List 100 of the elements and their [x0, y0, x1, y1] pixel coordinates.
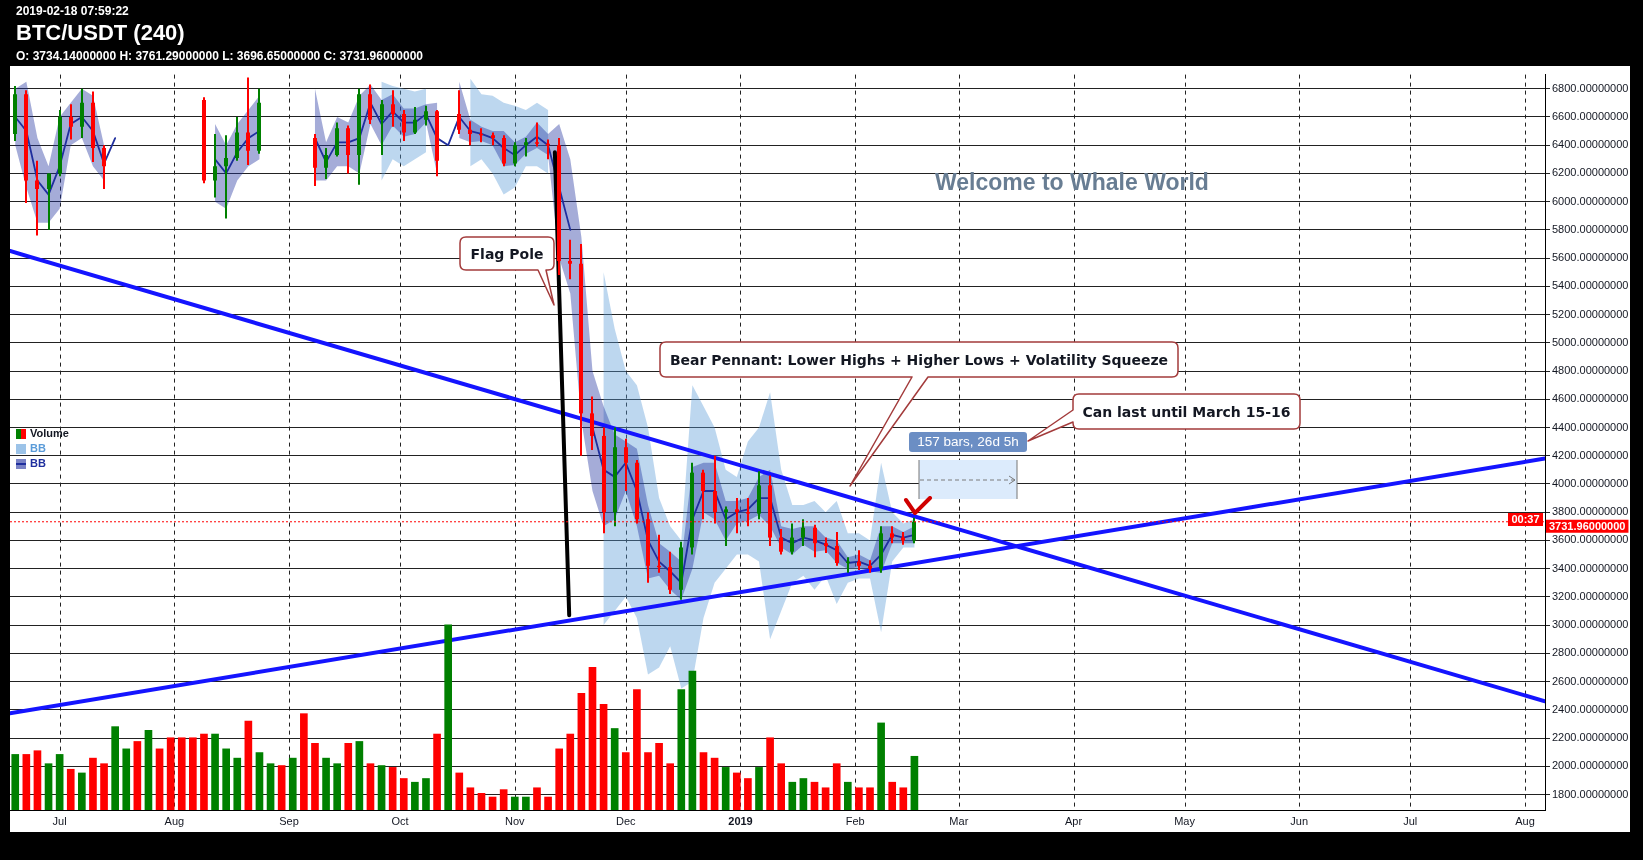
bar [100, 763, 108, 810]
y-tick-label: 6200.00000000 [1552, 166, 1629, 179]
bar [300, 713, 308, 810]
bar [677, 689, 686, 810]
bar [788, 781, 797, 810]
bar [33, 750, 42, 810]
bar [89, 757, 97, 810]
bar [78, 772, 86, 810]
bar [366, 763, 375, 810]
bar [466, 787, 475, 810]
bar [633, 689, 641, 810]
bar [688, 670, 697, 810]
bar [433, 733, 441, 810]
bar [910, 755, 919, 810]
x-tick-label: Mar [949, 814, 969, 827]
y-tick-label: 5400.00000000 [1552, 279, 1629, 292]
x-tick-label: Jul [1403, 814, 1418, 827]
bar [877, 722, 885, 810]
bar [189, 737, 197, 810]
y-tick-label: 4400.00000000 [1552, 420, 1629, 433]
bar [499, 789, 508, 810]
annotation: 00:37 [1511, 513, 1540, 525]
bar [311, 742, 319, 810]
bar [222, 748, 230, 810]
y-tick-label: 3200.00000000 [1552, 589, 1629, 602]
y-tick-label: 5000.00000000 [1552, 335, 1629, 348]
y-tick-label: 2000.00000000 [1552, 759, 1629, 772]
y-tick-label: 1800.00000000 [1552, 787, 1629, 800]
bar [377, 765, 386, 810]
y-tick-label: 3000.00000000 [1552, 618, 1629, 631]
x-tick-label: Sep [279, 814, 299, 827]
bar [710, 757, 719, 810]
y-tick-label: 3600.00000000 [1552, 533, 1629, 546]
text: 2019-02-18 07:59:22 [16, 4, 129, 18]
bar [111, 726, 119, 810]
bar [355, 741, 364, 810]
annotation: Flag Pole [470, 245, 544, 262]
bar [732, 772, 741, 810]
bar [277, 765, 286, 810]
bar [588, 667, 597, 810]
y-tick-label: 5600.00000000 [1552, 251, 1629, 264]
y-tick-label: 2600.00000000 [1552, 674, 1629, 687]
chart-title: BTC/USDT (240) [16, 20, 185, 46]
bar [200, 733, 208, 810]
candlestick [724, 506, 728, 547]
bar [322, 757, 330, 810]
y-tick-label: 6000.00000000 [1552, 194, 1629, 207]
x-tick-label: 2019 [728, 814, 753, 827]
y-tick-label: 4200.00000000 [1552, 448, 1629, 461]
candlestick [535, 122, 539, 147]
bar [266, 763, 275, 810]
y-tick-label: 6600.00000000 [1552, 109, 1629, 122]
bar [744, 778, 752, 810]
bar [477, 793, 486, 810]
candlestick [224, 135, 228, 219]
bar [122, 748, 131, 810]
bar [44, 763, 53, 810]
bar [599, 704, 608, 810]
bar [522, 796, 530, 810]
annotation: Can last until March 15-16 [1082, 403, 1291, 420]
y-tick-label: 6400.00000000 [1552, 138, 1629, 151]
bar [843, 781, 852, 810]
bar [255, 752, 264, 810]
bar [177, 737, 186, 810]
bar [333, 763, 341, 810]
annotation: 157 bars, 26d 5h [917, 434, 1019, 450]
y-tick-label: 4000.00000000 [1552, 476, 1629, 489]
y-tick-label: 2400.00000000 [1552, 702, 1629, 715]
candlestick [568, 239, 572, 280]
x-tick-label: May [1174, 814, 1196, 827]
bar [133, 741, 142, 810]
bar [55, 754, 64, 810]
bar [755, 767, 763, 810]
y-tick-label: 4600.00000000 [1552, 392, 1629, 405]
bar [411, 781, 419, 810]
bar [766, 737, 774, 810]
text: BB [30, 456, 46, 469]
bar [144, 730, 153, 810]
annotation: Bear Pennant: Lower Highs + Higher Lows + Volatility Squeeze [669, 351, 1169, 368]
y-tick-label: 2200.00000000 [1552, 731, 1629, 744]
x-tick-label: Aug [164, 814, 185, 827]
bar [821, 787, 830, 810]
bar [455, 772, 464, 810]
x-tick-label: Oct [391, 814, 409, 827]
bar [288, 757, 297, 810]
bar [11, 754, 20, 810]
y-tick-label: 5200.00000000 [1552, 307, 1629, 320]
y-tick-label: 6800.00000000 [1552, 81, 1629, 94]
x-tick-label: Jun [1290, 814, 1309, 827]
x-tick-label: Jul [52, 814, 67, 827]
bar [721, 767, 730, 810]
bar [610, 728, 619, 810]
bar [832, 763, 841, 810]
y-tick-label: 2800.00000000 [1552, 646, 1629, 659]
bar [155, 748, 164, 810]
bar [888, 781, 897, 810]
bar [510, 796, 519, 810]
annotation: Welcome to Whale World [935, 169, 1209, 196]
bar [666, 763, 675, 810]
bar [388, 767, 397, 810]
